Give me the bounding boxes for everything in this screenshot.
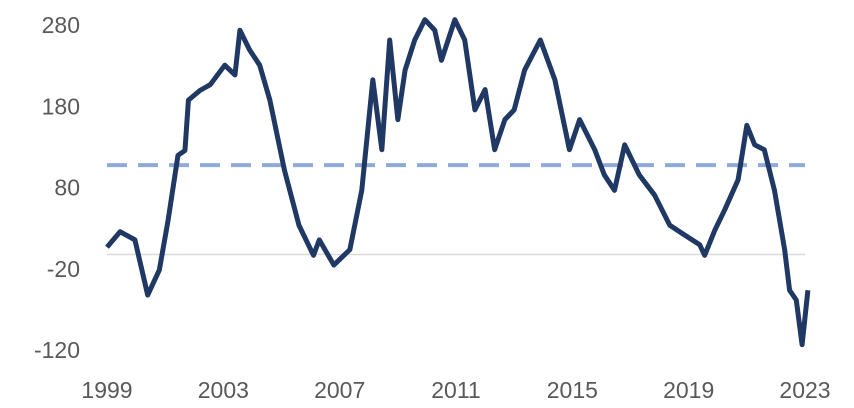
y-tick-label: -120 (34, 337, 80, 363)
y-tick-label: 80 (54, 175, 80, 201)
data-line (105, 17, 811, 348)
y-tick-label: 280 (42, 12, 80, 38)
y-tick-label: 180 (42, 93, 80, 119)
x-tick-label: 2003 (198, 377, 249, 403)
x-tick-label: 2023 (779, 377, 830, 403)
x-tick-label: 2011 (431, 377, 480, 403)
x-tick-label: 2019 (663, 377, 714, 403)
x-tick-label: 2015 (547, 377, 598, 403)
y-tick-label: -20 (47, 256, 80, 282)
x-tick-label: 2007 (314, 377, 365, 403)
x-tick-label: 1999 (81, 377, 132, 403)
